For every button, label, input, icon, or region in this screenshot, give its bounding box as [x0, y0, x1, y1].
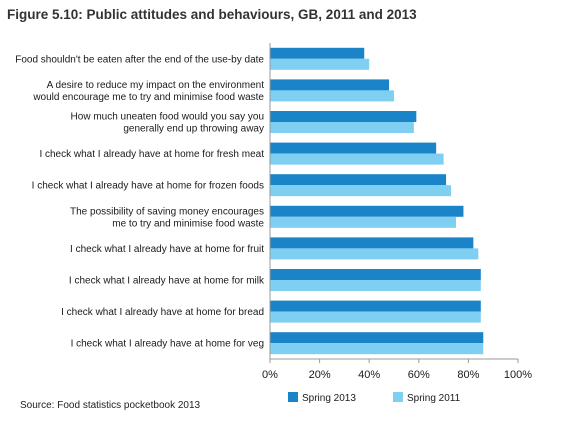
x-tick-label: 80% [457, 369, 479, 381]
legend-swatch [393, 392, 403, 402]
bar-spring-2013 [270, 174, 447, 186]
bar-spring-2011 [270, 343, 484, 355]
source-note: Source: Food statistics pocketbook 2013 [20, 400, 201, 411]
legend-swatch [288, 392, 298, 402]
bar-spring-2011 [270, 216, 456, 228]
bar-spring-2011 [270, 185, 452, 197]
category-label: How much uneaten food would you say you [71, 112, 264, 123]
bar-spring-2013 [270, 332, 484, 344]
category-label: generally end up throwing away [123, 124, 264, 135]
category-label: I check what I already have at home for … [61, 307, 264, 318]
bar-spring-2013 [270, 47, 365, 59]
bar-spring-2013 [270, 237, 474, 249]
bar-spring-2013 [270, 205, 464, 217]
bar-spring-2013 [270, 142, 437, 154]
category-label: I check what I already have at home for … [39, 149, 264, 160]
bar-spring-2011 [270, 248, 479, 260]
bar-spring-2011 [270, 122, 414, 133]
bar-spring-2011 [270, 280, 481, 291]
category-label: I check what I already have at home for … [69, 276, 265, 287]
category-label: The possibility of saving money encourag… [70, 206, 264, 217]
x-tick-label: 100% [504, 369, 532, 381]
bar-spring-2013 [270, 269, 481, 280]
legend-label: Spring 2013 [302, 393, 356, 404]
category-label: me to try and minimise food waste [112, 218, 264, 229]
category-label: A desire to reduce my impact on the envi… [47, 80, 265, 91]
x-axis: 0% 20% 40% 60% 80% 100% [262, 43, 532, 381]
category-label: I check what I already have at home for … [32, 181, 264, 192]
legend: Spring 2013 Spring 2011 [288, 392, 461, 404]
category-label: I check what I already have at home for … [71, 339, 264, 350]
bars [270, 47, 484, 355]
bar-spring-2013 [270, 79, 390, 91]
x-tick-label: 60% [408, 369, 430, 381]
x-tick-label: 40% [358, 369, 380, 381]
legend-label: Spring 2011 [407, 393, 461, 404]
bar-spring-2011 [270, 311, 481, 323]
bar-spring-2013 [270, 300, 481, 312]
bar-spring-2011 [270, 90, 394, 102]
bar-spring-2013 [270, 111, 417, 122]
x-tick-label: 20% [309, 369, 331, 381]
category-labels: Food shouldn't be eaten after the end of… [15, 54, 265, 349]
x-tick-label: 0% [262, 369, 278, 381]
bar-spring-2011 [270, 58, 370, 70]
bar-spring-2011 [270, 153, 444, 165]
category-label: I check what I already have at home for … [70, 244, 264, 255]
category-label: Food shouldn't be eaten after the end of… [15, 54, 264, 65]
category-label: would encourage me to try and minimise f… [32, 92, 264, 103]
figure-title: Figure 5.10: Public attitudes and behavi… [7, 7, 417, 22]
